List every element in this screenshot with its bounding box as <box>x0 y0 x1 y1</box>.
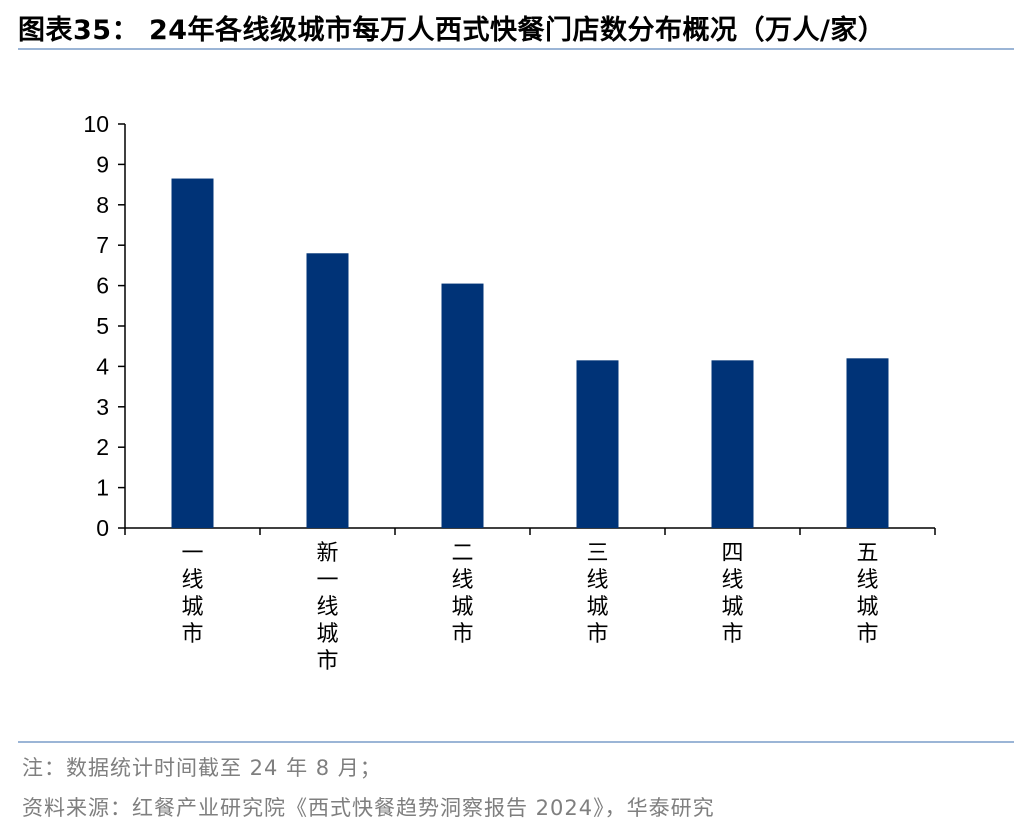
bar <box>576 360 619 528</box>
y-tick-label: 5 <box>96 313 109 339</box>
source-note: 资料来源：红餐产业研究院《西式快餐趋势洞察报告 2024》，华泰研究 <box>22 796 715 820</box>
footer-rule <box>18 741 1014 743</box>
y-tick-label: 8 <box>96 192 109 218</box>
bar-chart: 0 1 2 3 4 5 6 7 8 9 10 一线城市 新一线城市 二线城市 三线城市 四线城市 五线城市 <box>83 111 936 674</box>
bar <box>306 253 349 528</box>
y-tick-label: 3 <box>96 394 109 420</box>
bar <box>171 178 214 529</box>
bar <box>441 283 484 528</box>
y-tick-label: 7 <box>96 232 109 258</box>
x-tick-label: 二线城市 <box>451 541 473 647</box>
y-tick-label: 1 <box>96 475 109 501</box>
title-rule <box>18 48 1014 50</box>
footnote: 注：数据统计时间截至 24 年 8 月； <box>22 756 382 780</box>
x-tick-label: 五线城市 <box>856 541 878 647</box>
x-tick-label: 一线城市 <box>181 541 203 647</box>
y-tick-label: 0 <box>96 515 109 541</box>
x-tick-label: 新一线城市 <box>316 541 338 674</box>
chart-title: 图表35： 24年各线级城市每万人西式快餐门店数分布概况（万人/家） <box>18 15 886 46</box>
y-tick-label: 4 <box>96 353 109 379</box>
bar <box>846 358 889 528</box>
x-tick-label: 三线城市 <box>586 541 608 647</box>
y-tick-label: 6 <box>96 273 109 299</box>
y-tick-label: 10 <box>83 111 109 137</box>
y-tick-label: 2 <box>96 434 109 460</box>
bar <box>711 360 754 528</box>
x-tick-label: 四线城市 <box>721 541 743 647</box>
y-tick-label: 9 <box>96 151 109 177</box>
